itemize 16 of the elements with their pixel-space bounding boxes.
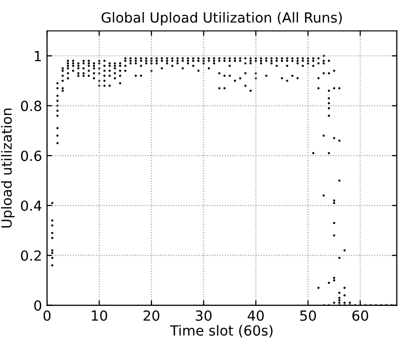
x-tick-label: 40	[248, 310, 264, 321]
y-axis-title: Upload utilization	[1, 108, 15, 228]
x-tick-label: 30	[196, 310, 212, 321]
y-tick-label: 0.2	[21, 250, 41, 261]
y-tick-label: 0.6	[21, 150, 42, 162]
x-tick-label: 50	[300, 310, 316, 321]
y-tick-label: 1	[34, 50, 41, 62]
y-tick-label: 0.8	[21, 100, 42, 112]
x-tick-label: 0	[44, 310, 51, 321]
x-tick-label: 10	[92, 310, 108, 321]
y-tick-label: 0	[34, 300, 42, 311]
chart-title: Global Upload Utilization (All Runs)	[102, 12, 342, 26]
x-tick-label: 20	[144, 310, 160, 321]
y-tick-label: 0.4	[21, 200, 42, 211]
x-axis-title: Time slot (60s)	[170, 324, 273, 338]
x-tick-label: 60	[352, 310, 368, 321]
